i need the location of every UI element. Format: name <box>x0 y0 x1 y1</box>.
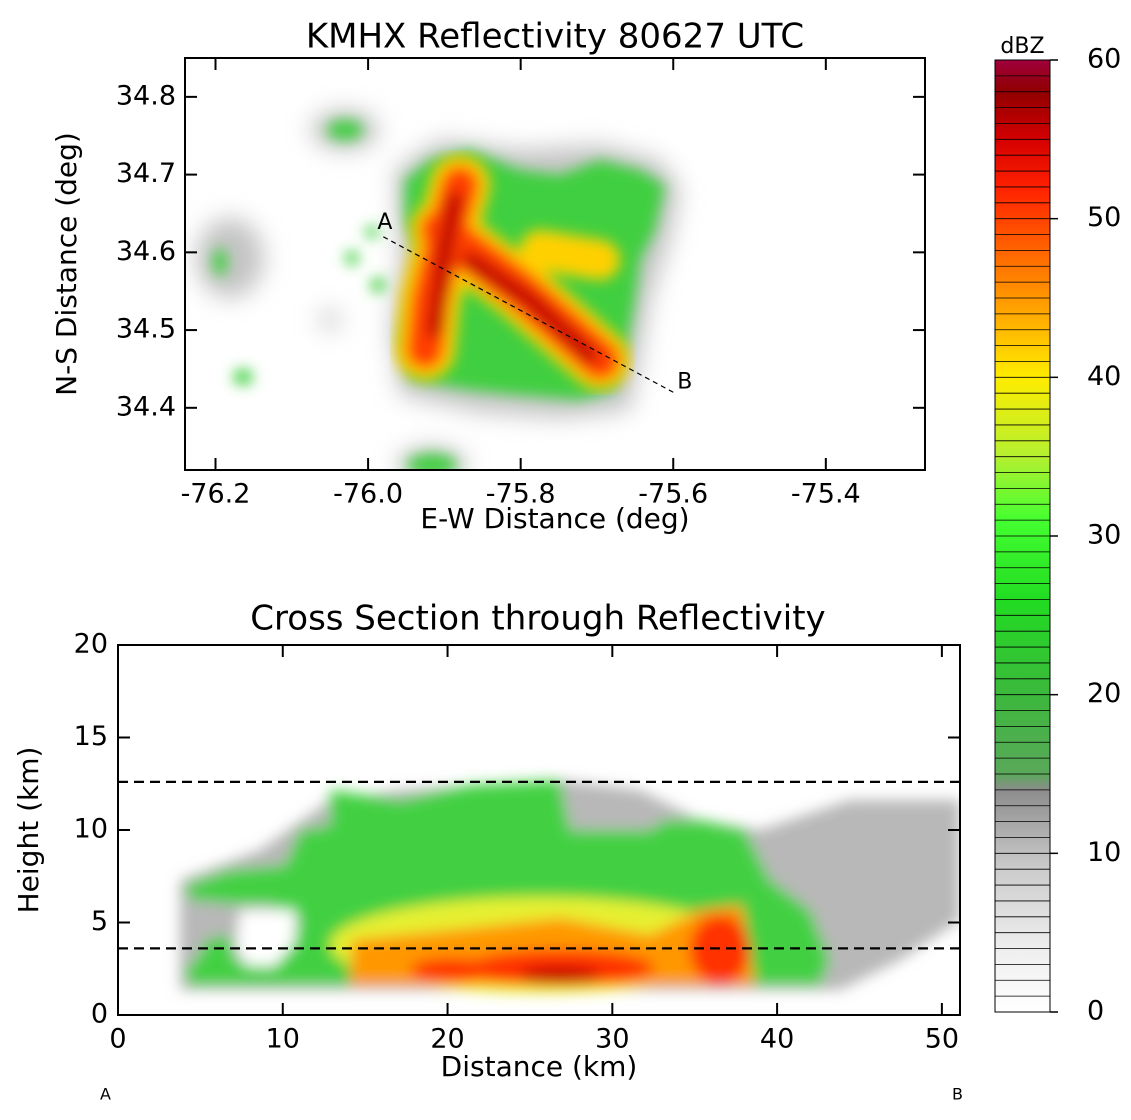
section-start-label: A <box>377 210 392 235</box>
y-tick-label: 34.5 <box>116 314 176 345</box>
x-axis-label: Distance (km) <box>441 1050 638 1083</box>
cross-section-end: B <box>952 1085 963 1104</box>
x-tick-label: -75.8 <box>486 479 556 510</box>
x-tick-label: 40 <box>760 1024 794 1055</box>
x-tick-label: -76.2 <box>181 479 251 510</box>
y-tick-label: 34.4 <box>116 391 176 422</box>
x-tick-label: 20 <box>430 1024 464 1055</box>
plot-frame <box>184 57 926 471</box>
section-line <box>383 236 674 393</box>
cross-section-start: A <box>100 1085 111 1104</box>
colorbar-tick-label: 50 <box>1087 202 1121 233</box>
y-axis-label: Height (km) <box>12 747 45 914</box>
x-tick-label: -76.0 <box>333 479 403 510</box>
x-tick-label: 10 <box>266 1024 300 1055</box>
y-tick-label: 15 <box>74 721 108 752</box>
colorbar-tick-label: 10 <box>1087 837 1121 868</box>
y-tick-label: 0 <box>91 999 108 1030</box>
x-tick-label: 30 <box>595 1024 629 1055</box>
y-tick-label: 34.7 <box>116 158 176 189</box>
y-tick-label: 34.6 <box>116 236 176 267</box>
x-tick-label: -75.4 <box>791 479 861 510</box>
x-tick-label: -75.6 <box>638 479 708 510</box>
x-tick-label: 0 <box>109 1024 126 1055</box>
y-axis-label: N-S Distance (deg) <box>50 132 83 396</box>
chart-title: Cross Section through Reflectivity <box>250 599 825 639</box>
y-tick-label: 20 <box>74 629 108 660</box>
y-tick-label: 5 <box>91 906 108 937</box>
y-tick-label: 34.8 <box>116 80 176 111</box>
reflectivity-section <box>180 780 960 993</box>
colorbar-tick-label: 40 <box>1087 361 1121 392</box>
y-tick-label: 10 <box>74 814 108 845</box>
chart-title: KMHX Reflectivity 80627 UTC <box>306 17 804 57</box>
reflectivity-map <box>196 110 680 470</box>
x-axis-label: E-W Distance (deg) <box>420 502 689 535</box>
x-tick-label: 50 <box>925 1024 959 1055</box>
colorbar-tick-label: 20 <box>1087 678 1121 709</box>
colorbar-tick-label: 0 <box>1087 996 1104 1027</box>
section-end-label: B <box>677 369 692 394</box>
colorbar-tick-label: 30 <box>1087 520 1121 551</box>
colorbar-tick-label: 60 <box>1087 44 1121 75</box>
colorbar-unit: dBZ <box>1000 34 1044 59</box>
